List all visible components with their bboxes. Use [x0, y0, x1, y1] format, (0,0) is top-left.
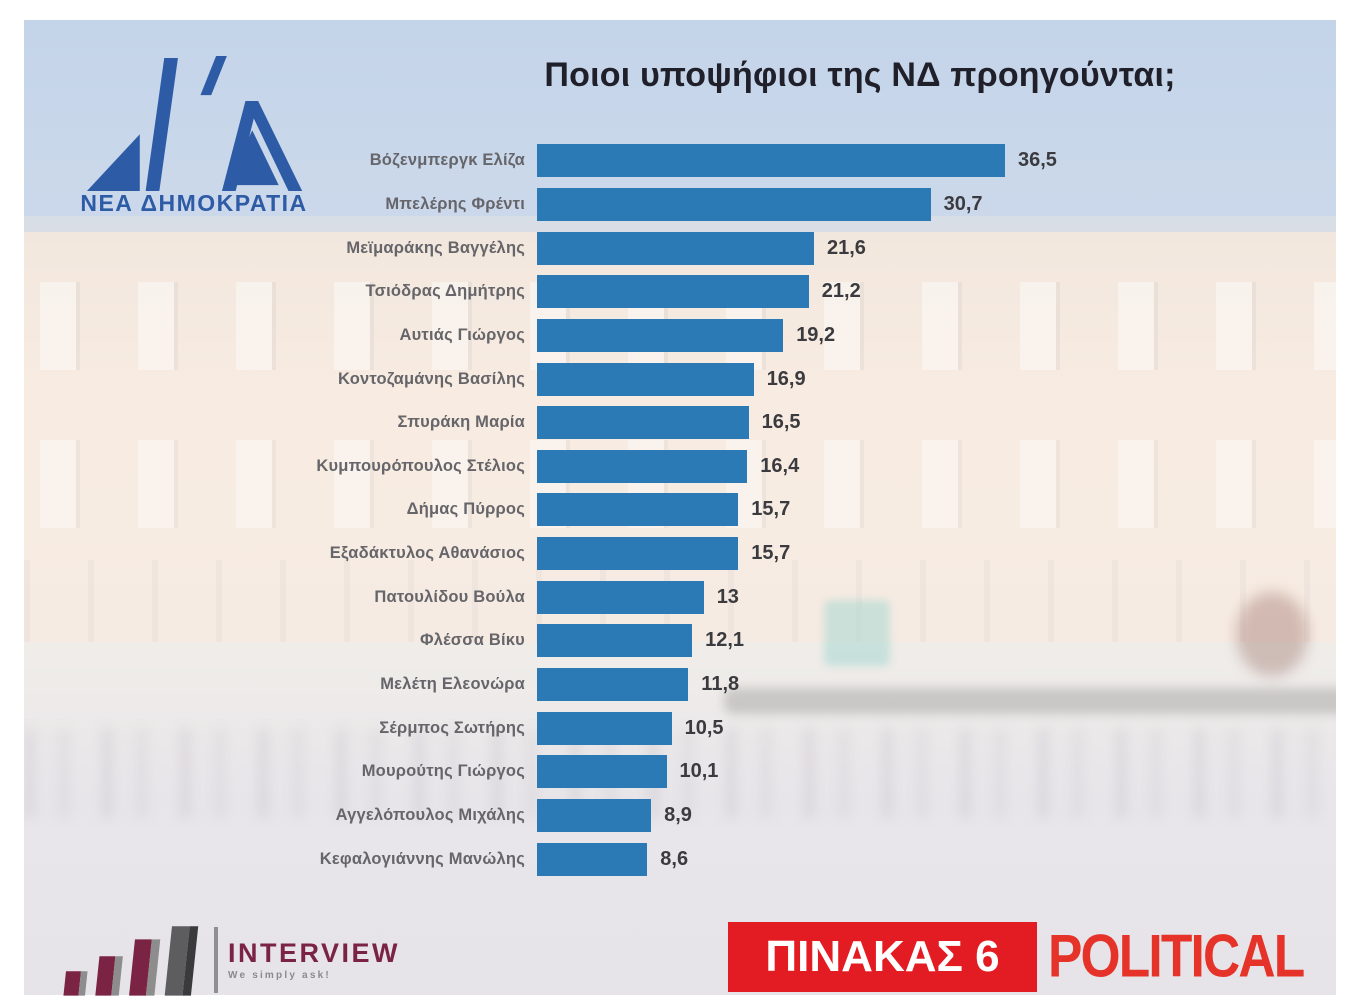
chart-row: Σέρμπος Σωτήρης 10,5 [0, 706, 1360, 750]
bar-value: 11,8 [701, 673, 740, 695]
chart-row: Μπελέρης Φρέντι 30,7 [0, 183, 1360, 227]
bar-value: 8,9 [664, 803, 692, 826]
bar-value: 16,4 [760, 454, 800, 477]
bar [537, 493, 739, 527]
bar-label: Βόζενμπεργκ Ελίζα [369, 151, 525, 170]
bar-label: Μελέτη Ελεονώρα [380, 675, 525, 693]
bar-label: Εξαδάκτυλος Αθανάσιος [329, 544, 525, 563]
bar-value: 10,5 [684, 716, 724, 739]
background-photo [24, 20, 1336, 995]
chart-row: Βόζενμπεργκ Ελίζα 36,5 [0, 139, 1360, 183]
chart-row: Κοντοζαμάνης Βασίλης 16,9 [0, 357, 1360, 401]
bar [537, 406, 749, 440]
interview-logo: INTERVIEW We simply ask! [58, 920, 400, 1000]
political-wordmark: POLITICAL [1048, 921, 1305, 990]
chart-row: Μεϊμαράκης Βαγγέλης 21,6 [0, 226, 1360, 270]
chart-row: Μελέτη Ελεονώρα 11,8 [0, 663, 1360, 707]
bar [537, 668, 689, 701]
interview-logo-divider [214, 927, 218, 993]
bar-value: 10,1 [679, 760, 719, 783]
background-guardhouse-blob [824, 600, 890, 666]
bar-value: 15,7 [751, 542, 791, 565]
bar-label: Κοντοζαμάνης Βασίλης [337, 369, 525, 388]
chart-row: Μουρούτης Γιώργος 10,1 [0, 750, 1360, 794]
bar-label: Σπυράκη Μαρία [397, 413, 525, 432]
nea-dimokratia-wordmark: ΝΕΑ ΔΗΜΟΚΡΑΤΙΑ [80, 190, 308, 216]
bar [537, 231, 814, 265]
bar [537, 187, 931, 221]
bar [537, 537, 739, 571]
bar-value: 16,5 [761, 411, 801, 434]
chart-row: Πατουλίδου Βούλα 13 [0, 575, 1360, 619]
bar-label: Μεϊμαράκης Βαγγέλης [346, 238, 525, 257]
chart-row: Αυτιάς Γιώργος 19,2 [0, 314, 1360, 358]
bar-label: Μουρούτης Γιώργος [361, 762, 525, 781]
chart-row: Δήμας Πύρρος 15,7 [0, 488, 1360, 532]
bar-label: Αυτιάς Γιώργος [399, 325, 525, 344]
chart-rows: Βόζενμπεργκ Ελίζα 36,5 Μπελέρης Φρέντι 3… [0, 139, 1360, 881]
interview-brand-text: INTERVIEW [228, 937, 401, 968]
bar-value: 19,2 [796, 323, 836, 346]
background-roofline [24, 216, 1336, 234]
bar [537, 624, 693, 658]
chart-row: Τσιόδρας Δημήτρης 21,2 [0, 270, 1360, 314]
background-crowd-blur [24, 728, 1336, 818]
bar-value: 16,9 [766, 367, 806, 390]
chart-row: Σπυράκη Μαρία 16,5 [0, 401, 1360, 445]
bar-value: 21,6 [827, 236, 866, 259]
bar [537, 449, 748, 483]
bar [537, 275, 809, 309]
bar-value: 12,1 [705, 629, 745, 652]
bar-value: 15,7 [751, 498, 791, 521]
bar-label: Σέρμπος Σωτήρης [379, 718, 525, 737]
bar [537, 362, 754, 396]
bar [537, 755, 667, 789]
bar-label: Μπελέρης Φρέντι [385, 194, 525, 213]
chart-row: Κυμπουρόπουλος Στέλιος 16,4 [0, 444, 1360, 488]
bar-label: Πατουλίδου Βούλα [374, 587, 525, 606]
nea-dimokratia-logo-icon [86, 55, 303, 191]
chart-row: Αγγελόπουλος Μιχάλης 8,9 [0, 794, 1360, 838]
interview-bars-icon [63, 926, 199, 996]
chart-row: Εξαδάκτυλος Αθανάσιος 15,7 [0, 532, 1360, 576]
chart-row: Κεφαλογιάννης Μανώλης 8,6 [0, 837, 1360, 881]
bar [537, 842, 648, 876]
bar-label: Κυμπουρόπουλος Στέλιος [316, 456, 525, 475]
bar-value: 36,5 [1018, 149, 1057, 172]
background-wall-shadow [724, 688, 1336, 714]
bar-value: 21,2 [821, 280, 861, 303]
bar-value: 8,6 [660, 847, 689, 870]
bar [537, 144, 1005, 178]
bar-label: Κεφαλογιάννης Μανώλης [319, 849, 525, 868]
bar-label: Αγγελόπουλος Μιχάλης [335, 805, 525, 824]
bar-label: Δήμας Πύρρος [406, 500, 525, 519]
bar-label: Τσιόδρας Δημήτρης [365, 282, 525, 301]
bar-value: 30,7 [943, 192, 983, 215]
bar-value: 13 [716, 585, 739, 608]
interview-tagline: We simply ask! [228, 970, 331, 982]
bar-label: Φλέσσα Βίκυ [420, 631, 525, 650]
chart-row: Φλέσσα Βίκυ 12,1 [0, 619, 1360, 663]
page-title: Ποιοι υποψήφιοι της ΝΔ προηγούνται; [544, 56, 1176, 94]
background-tree-blob [1236, 592, 1308, 676]
table-number-badge: ΠΙΝΑΚΑΣ 6 [728, 922, 1037, 992]
bar [537, 580, 704, 614]
bar [537, 798, 652, 832]
bar [537, 318, 784, 352]
bar [537, 711, 672, 745]
